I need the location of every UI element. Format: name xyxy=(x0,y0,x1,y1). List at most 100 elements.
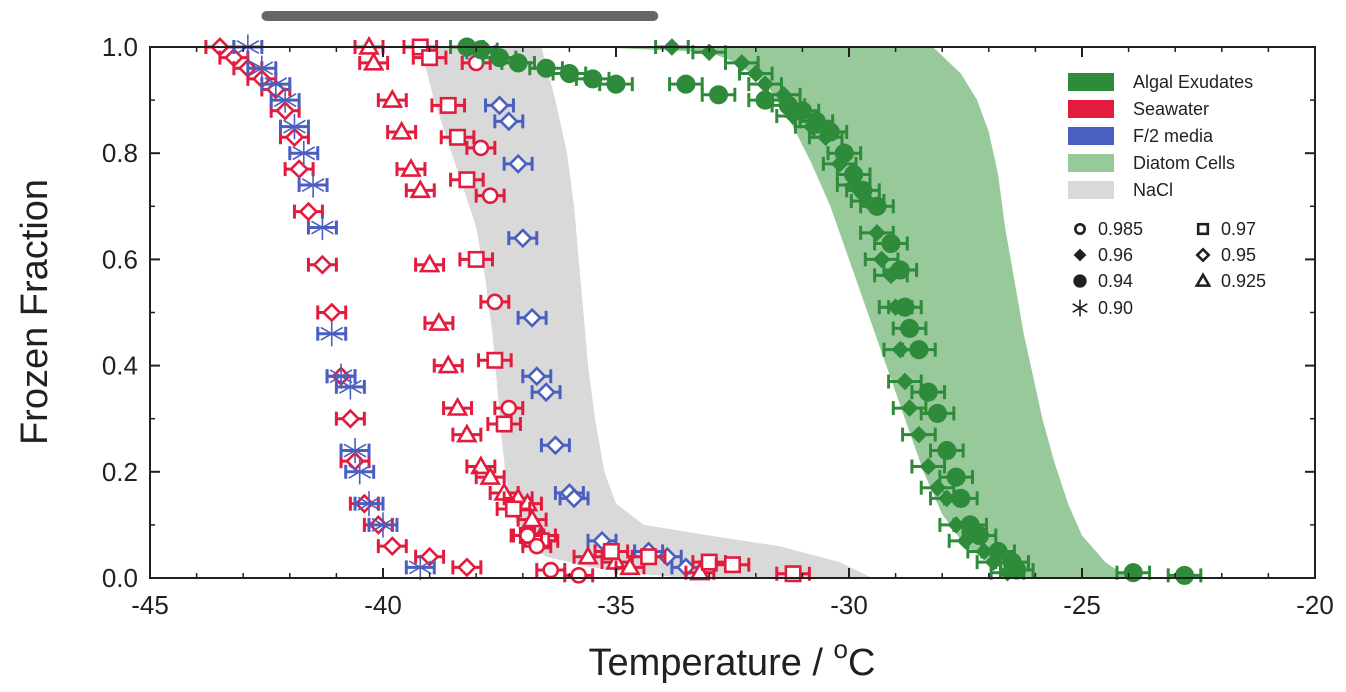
data-point xyxy=(910,457,947,476)
data-point xyxy=(835,176,872,194)
data-point xyxy=(442,396,474,416)
data-point xyxy=(465,139,497,157)
data-point xyxy=(901,425,937,444)
data-point xyxy=(353,491,385,517)
data-point xyxy=(246,55,278,81)
series-f2-diamond-open xyxy=(465,42,702,578)
data-point xyxy=(558,488,590,509)
data-point xyxy=(358,51,390,71)
data-point xyxy=(423,311,455,331)
data-point xyxy=(516,307,548,328)
data-point xyxy=(859,224,895,242)
series-seawater-diamond-open xyxy=(204,37,483,578)
x-tick-label: -45 xyxy=(131,590,169,620)
data-point xyxy=(439,128,476,146)
data-point xyxy=(474,465,506,485)
data-point xyxy=(700,85,737,105)
data-point xyxy=(283,159,315,180)
data-point xyxy=(288,140,320,166)
x-tick-label: -20 xyxy=(1296,590,1334,620)
data-point xyxy=(863,250,900,269)
data-point xyxy=(269,87,301,113)
y-tick-label: 0.0 xyxy=(102,563,138,593)
data-point xyxy=(292,201,324,222)
y-tick-label: 0.6 xyxy=(102,244,138,274)
data-point xyxy=(966,542,1002,561)
data-point xyxy=(668,74,704,94)
marker-legend-item: 0.925 xyxy=(1194,271,1266,291)
data-point xyxy=(479,293,511,311)
data-point xyxy=(887,372,923,391)
data-point xyxy=(516,508,548,528)
data-point xyxy=(306,214,338,241)
legend-label: Algal Exudates xyxy=(1133,72,1253,92)
data-point xyxy=(793,117,830,136)
data-point xyxy=(477,351,513,369)
data-point xyxy=(539,435,571,456)
marker-legend-item: 0.94 xyxy=(1073,271,1133,291)
legend-label: Seawater xyxy=(1133,99,1209,119)
data-point xyxy=(451,423,483,443)
y-axis-title: Frozen Fraction xyxy=(14,179,56,445)
marker-legend-label: 0.925 xyxy=(1221,271,1266,291)
data-point xyxy=(493,111,525,132)
data-point xyxy=(507,228,539,249)
shaded-bands xyxy=(420,47,1129,578)
y-tick-label: 1.0 xyxy=(102,32,138,62)
data-point xyxy=(334,374,366,400)
series-f2-asterisk xyxy=(232,34,436,580)
data-point xyxy=(521,366,553,387)
data-point xyxy=(430,96,467,114)
data-point xyxy=(306,254,338,275)
marker-legend-label: 0.985 xyxy=(1098,219,1143,239)
marker-legend-label: 0.96 xyxy=(1098,245,1133,265)
data-point xyxy=(386,120,418,140)
marker-legend-label: 0.95 xyxy=(1221,245,1256,265)
data-point xyxy=(344,459,376,485)
data-point xyxy=(316,302,348,323)
legend-swatch xyxy=(1068,181,1114,199)
marker-legend-item: 0.985 xyxy=(1074,219,1143,239)
x-axis-title-main: Temperature / xyxy=(589,642,834,684)
marker-legend-item: 0.90 xyxy=(1072,298,1133,318)
data-point xyxy=(929,489,965,508)
data-point xyxy=(493,399,525,417)
data-point xyxy=(535,561,567,579)
data-point xyxy=(684,561,716,581)
data-point xyxy=(929,441,965,461)
x-axis-title-sup: o xyxy=(834,634,848,664)
data-point xyxy=(877,298,914,316)
legend-label: Diatom Cells xyxy=(1133,153,1235,173)
data-point xyxy=(598,74,634,94)
data-point xyxy=(551,64,588,84)
data-point xyxy=(593,542,630,560)
data-point xyxy=(316,321,348,347)
data-point xyxy=(714,556,751,574)
data-point xyxy=(938,516,974,534)
data-point xyxy=(807,128,844,147)
data-point xyxy=(486,415,522,433)
data-point xyxy=(458,250,495,268)
data-point xyxy=(474,187,506,204)
axis-ticks: -45 -40 -35 -30 -25 -20 0.0 0.2 0.4 0.6 0.8 1.0 xyxy=(102,32,1334,620)
series-seawater-square-open xyxy=(402,38,811,583)
data-point xyxy=(521,537,553,555)
data-point xyxy=(775,107,811,125)
data-point xyxy=(404,179,436,199)
data-point xyxy=(414,253,446,273)
data-point xyxy=(411,49,448,67)
data-point xyxy=(339,437,371,464)
data-point xyxy=(1166,565,1203,585)
data-point xyxy=(432,354,464,374)
data-point xyxy=(460,54,492,72)
data-point xyxy=(502,153,534,174)
data-point xyxy=(511,527,543,544)
data-point xyxy=(500,53,536,73)
data-point xyxy=(919,478,956,497)
data-point xyxy=(449,171,485,189)
data-point xyxy=(484,95,515,116)
legend-label: NaCl xyxy=(1133,180,1173,200)
x-axis-title: Temperature / oC xyxy=(589,634,876,684)
marker-legend-item: 0.96 xyxy=(1073,245,1133,265)
data-point xyxy=(737,64,774,83)
